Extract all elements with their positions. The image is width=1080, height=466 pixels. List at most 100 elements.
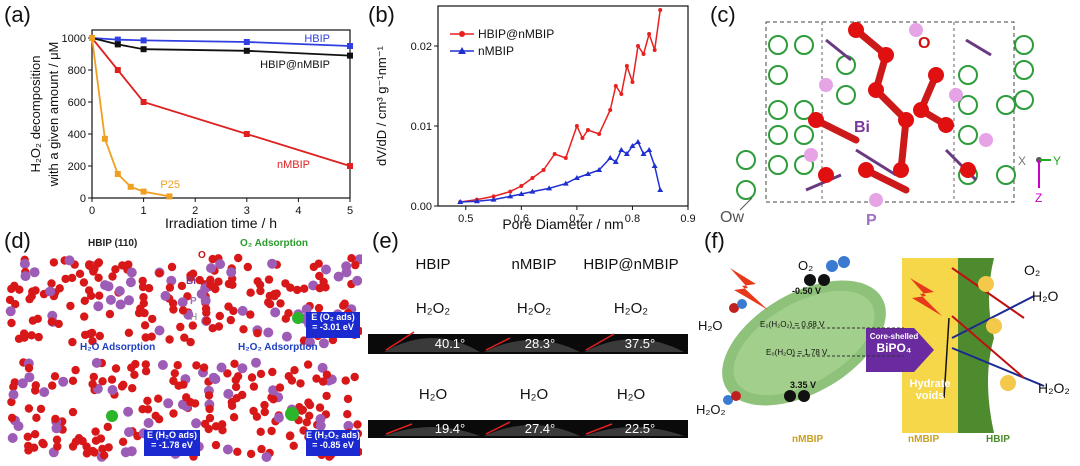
slab-atom <box>138 405 147 414</box>
data-point <box>641 52 646 56</box>
slab-atom <box>91 436 101 445</box>
data-point <box>658 8 663 12</box>
slab-atom <box>195 275 204 285</box>
chart-b: 0.5 0.6 0.7 0.8 0.9 0.00 0.01 0.02 Pore Diameter… <box>374 5 696 230</box>
axis-label-z: Z <box>1035 191 1042 205</box>
legend-label-nmbip: nMBIP <box>478 44 514 58</box>
row-label-h2o-3: H₂O <box>616 386 646 403</box>
slab-atom <box>237 363 248 374</box>
slab-atom <box>27 331 36 340</box>
light-bolt-left <box>730 268 768 310</box>
slab-atom <box>126 267 137 278</box>
slab-atom <box>32 413 41 422</box>
series-line-nmbip <box>460 140 661 203</box>
chart-a: 0 1 2 3 4 5 0 200 400 600 800 1000 Irradiation time … <box>28 29 353 230</box>
axes-triad: X Y Z <box>1018 154 1061 205</box>
data-point <box>347 52 353 59</box>
data-point <box>624 64 629 68</box>
slab-atom <box>71 437 81 446</box>
data-point <box>607 155 614 160</box>
slab-atom <box>293 285 302 295</box>
col-header-hbip-nmbip: HBIP@nMBIP <box>583 256 679 273</box>
panel-f: (f) O₂ H₂O H₂O₂ -0.50 V E₀(H₂O₂) = 0.68 … <box>694 228 1080 466</box>
angle-h2o-hbip: 19.4° <box>434 421 466 436</box>
mechanism-diagram <box>722 256 1078 433</box>
slab-atom <box>281 279 290 288</box>
slab-atom <box>295 403 304 412</box>
slab-atom <box>25 294 34 304</box>
potential-h2o2: E₀(H₂O₂) = 0.68 V <box>760 320 825 329</box>
slab-atom <box>268 385 279 396</box>
energy-name-o2: E (O₂ ads) <box>311 312 355 322</box>
data-point <box>651 163 658 168</box>
energy-value-h2o2: = -0.85 eV <box>312 440 354 450</box>
slab-atom <box>66 301 75 311</box>
data-point <box>585 171 591 176</box>
slab-atom <box>284 309 293 318</box>
data-point <box>574 124 579 128</box>
slab-atom <box>211 422 221 431</box>
slab-atom <box>89 267 98 276</box>
slab-atom <box>82 449 92 458</box>
slab-atom <box>205 404 214 414</box>
energy-box-h2o: E (H₂O ads) = -1.78 eV <box>144 430 200 456</box>
slab-atom <box>79 278 89 287</box>
data-point <box>140 46 147 53</box>
slab-atom <box>256 286 265 296</box>
panel-label-c: (c) <box>710 2 736 27</box>
slab-atom <box>208 324 217 333</box>
adsorbate-o2 <box>292 312 304 324</box>
slab-atom <box>100 451 109 460</box>
slab-atom <box>167 262 177 272</box>
data-point <box>612 159 619 164</box>
slab-atom <box>228 280 237 289</box>
slab-atom <box>9 382 18 392</box>
row-label-h2o-1: H₂O <box>418 386 448 403</box>
slab-atom <box>139 299 148 308</box>
slab-atom <box>265 299 275 309</box>
slab-atom <box>256 427 265 436</box>
slab-atom <box>186 337 195 347</box>
slab-atom <box>5 295 15 305</box>
slab-atom <box>91 357 102 368</box>
slab-atom <box>353 420 362 429</box>
slab-atom <box>39 387 50 398</box>
slab-atom <box>80 296 90 305</box>
slab-atom <box>61 274 70 284</box>
slab-atom <box>226 267 237 278</box>
data-point <box>507 193 514 199</box>
slab-atom <box>30 430 40 439</box>
axis-label-x: X <box>1018 154 1026 168</box>
panel-a: (a) 0 1 2 3 4 5 0 200 400 600 800 1000 Irradiation t… <box>0 0 360 230</box>
slab-atom <box>257 444 266 454</box>
slab-atom <box>39 440 48 449</box>
slab-atom <box>215 259 226 270</box>
slab-atom <box>264 275 274 284</box>
data-point <box>580 136 585 140</box>
slab-atom <box>204 391 214 400</box>
slab-atom <box>196 289 207 299</box>
data-point <box>596 167 603 172</box>
slab-atom <box>263 327 274 338</box>
slab-atom <box>148 314 157 324</box>
slab-atom <box>67 273 77 283</box>
slab-atom <box>94 273 103 282</box>
slab-atom <box>31 286 40 295</box>
slab-atom <box>104 443 113 452</box>
slab-atom <box>28 316 38 325</box>
slab-atom <box>24 404 34 413</box>
label-h2o-left: H₂O <box>698 318 723 333</box>
slab-atom <box>118 261 127 270</box>
y-tick-label-a: 0 <box>80 193 86 205</box>
potential-cb: -0.50 V <box>792 286 822 296</box>
bipo4-text: BiPO₄ <box>876 341 912 355</box>
data-point <box>529 188 536 194</box>
slab-atom <box>169 376 178 386</box>
x-axis-label-b: Pore Diameter / nm <box>502 216 623 230</box>
slab-atom <box>276 299 285 308</box>
slab-atom <box>7 433 18 443</box>
slab-atom <box>260 407 269 417</box>
plot-frame-b <box>437 5 689 207</box>
data-point <box>114 41 121 48</box>
slab-atom <box>287 376 297 385</box>
